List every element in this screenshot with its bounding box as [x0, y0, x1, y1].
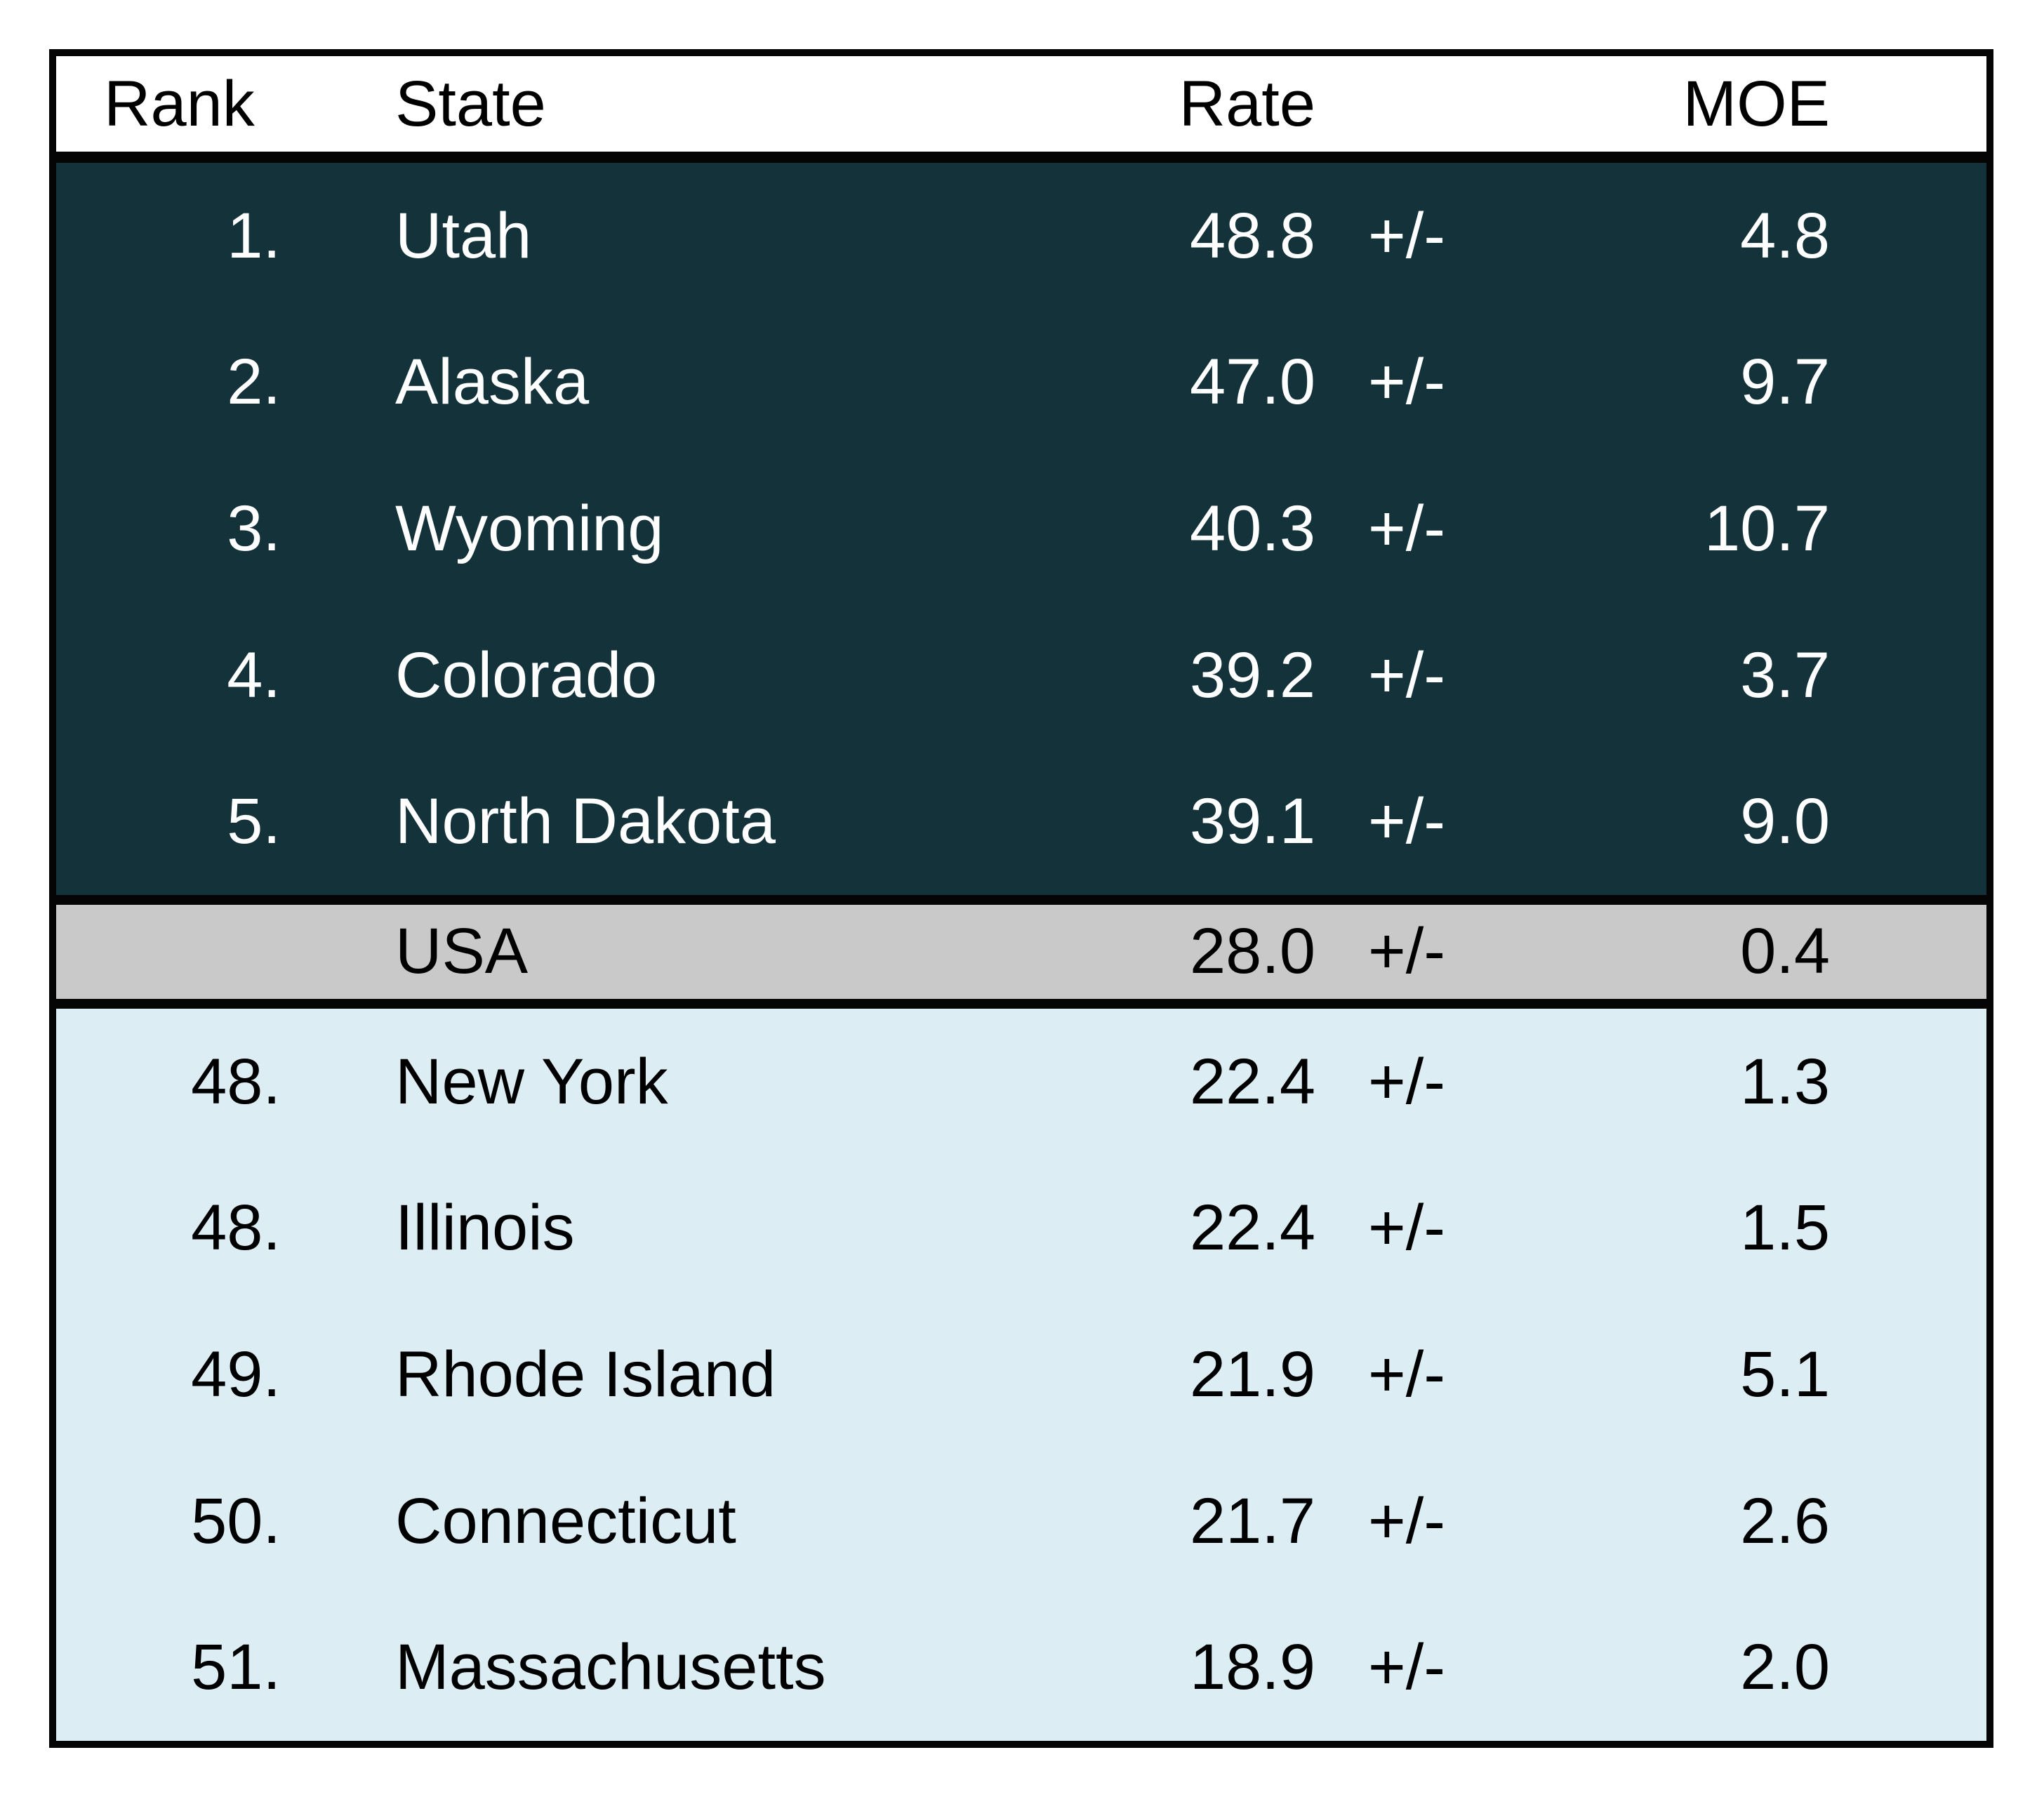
table-row: 48. Illinois 22.4 +/- 1.5	[56, 1155, 1986, 1302]
column-header-rank: Rank	[104, 67, 255, 140]
plus-minus-cell: +/-	[1368, 1485, 1445, 1557]
moe-cell: 9.7	[1740, 346, 1830, 418]
rate-cell: 28.0	[1189, 915, 1315, 988]
moe-cell: 3.7	[1740, 639, 1830, 711]
rate-cell: 47.0	[1189, 346, 1315, 418]
column-header-rate: Rate	[1179, 67, 1315, 140]
state-cell: Illinois	[395, 1192, 575, 1264]
rate-cell: 18.9	[1189, 1631, 1315, 1704]
rank-cell: 3.	[227, 492, 281, 564]
table-row: 1. Utah 48.8 +/- 4.8	[56, 163, 1986, 310]
moe-cell: 10.7	[1704, 492, 1830, 564]
table-row: 50. Connecticut 21.7 +/- 2.6	[56, 1447, 1986, 1595]
plus-minus-cell: +/-	[1368, 346, 1445, 418]
table-row: 48. New York 22.4 +/- 1.3	[56, 1008, 1986, 1155]
rank-cell: 50.	[191, 1485, 281, 1557]
rank-cell: 4.	[227, 639, 281, 711]
rate-cell: 48.8	[1189, 199, 1315, 272]
plus-minus-cell: +/-	[1368, 492, 1445, 564]
state-cell: Wyoming	[395, 492, 664, 564]
state-cell: North Dakota	[395, 785, 776, 858]
rank-cell: 48.	[191, 1192, 281, 1264]
usa-row: USA 28.0 +/- 0.4	[56, 894, 1986, 1009]
rank-cell: 5.	[227, 785, 281, 858]
moe-cell: 9.0	[1740, 785, 1830, 858]
moe-cell: 0.4	[1740, 915, 1830, 988]
rate-cell: 21.9	[1189, 1338, 1315, 1410]
table-row: 3. Wyoming 40.3 +/- 10.7	[56, 456, 1986, 602]
rank-cell: 1.	[227, 199, 281, 272]
state-cell: Massachusetts	[395, 1631, 826, 1704]
table-row: 4. Colorado 39.2 +/- 3.7	[56, 602, 1986, 749]
rate-cell: 39.2	[1189, 639, 1315, 711]
state-cell: New York	[395, 1045, 668, 1118]
table-row: 2. Alaska 47.0 +/- 9.7	[56, 309, 1986, 456]
state-cell: Utah	[395, 199, 532, 272]
rate-cell: 22.4	[1189, 1045, 1315, 1118]
plus-minus-cell: +/-	[1368, 785, 1445, 858]
ranking-table: Rank State Rate MOE 1. Utah 48.8 +/- 4.8…	[49, 49, 1993, 1748]
plus-minus-cell: +/-	[1368, 1631, 1445, 1704]
state-cell: Rhode Island	[395, 1338, 776, 1410]
state-cell: USA	[395, 915, 529, 988]
moe-cell: 4.8	[1740, 199, 1830, 272]
moe-cell: 2.0	[1740, 1631, 1830, 1704]
column-header-moe: MOE	[1683, 67, 1830, 140]
rank-cell: 51.	[191, 1631, 281, 1704]
rank-cell: 48.	[191, 1045, 281, 1118]
rank-cell: 2.	[227, 346, 281, 418]
moe-cell: 2.6	[1740, 1485, 1830, 1557]
rate-cell: 39.1	[1189, 785, 1315, 858]
rank-cell: 49.	[191, 1338, 281, 1410]
plus-minus-cell: +/-	[1368, 1045, 1445, 1118]
moe-cell: 5.1	[1740, 1338, 1830, 1410]
plus-minus-cell: +/-	[1368, 639, 1445, 711]
moe-cell: 1.3	[1740, 1045, 1830, 1118]
rate-cell: 40.3	[1189, 492, 1315, 564]
state-cell: Alaska	[395, 346, 590, 418]
table-header-row: Rank State Rate MOE	[56, 56, 1986, 163]
plus-minus-cell: +/-	[1368, 199, 1445, 272]
rate-cell: 21.7	[1189, 1485, 1315, 1557]
table-row: 49. Rhode Island 21.9 +/- 5.1	[56, 1301, 1986, 1448]
moe-cell: 1.5	[1740, 1192, 1830, 1264]
rate-cell: 22.4	[1189, 1192, 1315, 1264]
column-header-state: State	[395, 67, 546, 140]
table-row: 5. North Dakota 39.1 +/- 9.0	[56, 748, 1986, 895]
state-cell: Colorado	[395, 639, 658, 711]
plus-minus-cell: +/-	[1368, 915, 1445, 988]
plus-minus-cell: +/-	[1368, 1192, 1445, 1264]
plus-minus-cell: +/-	[1368, 1338, 1445, 1410]
state-cell: Connecticut	[395, 1485, 736, 1557]
table-row: 51. Massachusetts 18.9 +/- 2.0	[56, 1594, 1986, 1741]
